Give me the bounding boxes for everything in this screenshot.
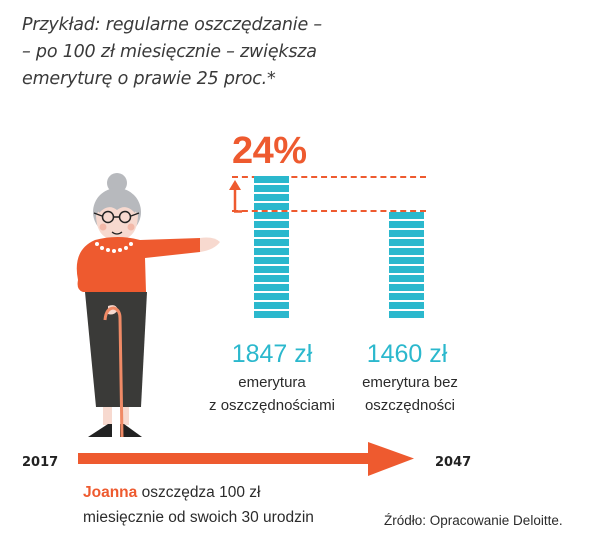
bar-label-line-1: emerytura <box>238 374 306 391</box>
bar-label-with-savings: emerytura z oszczędnościami <box>192 371 352 417</box>
bar-segment <box>254 203 289 210</box>
bar-segment <box>389 266 424 273</box>
bar-segment <box>254 284 289 291</box>
timeline-end-year: 2047 <box>435 455 472 470</box>
dashed-line-top <box>232 176 426 178</box>
bar-segment <box>254 266 289 273</box>
title-line-3: emeryturę o prawie 25 proc.* <box>22 69 276 89</box>
bar-with-savings <box>254 176 289 318</box>
bar-segment <box>254 221 289 228</box>
bar-label-without-savings: emerytura bez oszczędności <box>330 371 490 417</box>
bar-segment <box>254 275 289 282</box>
bar-segment <box>389 239 424 246</box>
bar-value-with-savings: 1847 zł <box>231 340 313 368</box>
bar-segment <box>389 230 424 237</box>
bar-segment <box>254 230 289 237</box>
bar-without-savings <box>389 212 424 318</box>
bar-segment <box>254 257 289 264</box>
bar-segment <box>389 311 424 318</box>
timeline-start-year: 2017 <box>22 455 59 470</box>
bar-segment <box>389 212 424 219</box>
source-note: Źródło: Opracowanie Deloitte. <box>384 513 563 528</box>
bar-label-line-2: oszczędności <box>364 397 456 414</box>
timeline-arrow-icon <box>78 442 414 476</box>
bar-segment <box>389 221 424 228</box>
bar-segment <box>254 212 289 219</box>
bar-segment <box>254 239 289 246</box>
bar-segment <box>389 293 424 300</box>
caption-line-1: oszczędza 100 zł <box>137 484 261 501</box>
grandma-illustration <box>76 173 220 438</box>
bar-value-without-savings: 1460 zł <box>366 340 448 368</box>
bar-segment <box>254 293 289 300</box>
timeline-caption: Joanna oszczędza 100 zł miesięcznie od s… <box>83 480 314 530</box>
bar-segment <box>389 248 424 255</box>
bar-label-line-2: z oszczędnościami <box>209 397 335 414</box>
caption-line-2: miesięcznie od swoich 30 urodzin <box>83 509 314 526</box>
bar-segment <box>254 176 289 183</box>
bar-segment <box>254 194 289 201</box>
difference-percent-label: 24% <box>232 130 307 172</box>
bar-segment <box>254 185 289 192</box>
dashed-line-bottom <box>232 210 426 212</box>
title-line-2: – po 100 zł miesięcznie – zwiększa <box>22 42 317 62</box>
chart-title: Przykład: regularne oszczędzanie – – po … <box>22 12 342 93</box>
bar-segment <box>389 302 424 309</box>
up-arrow-icon <box>229 180 242 213</box>
bar-label-line-1: emerytura bez <box>362 374 458 391</box>
bar-segment <box>389 275 424 282</box>
person-name: Joanna <box>83 484 138 501</box>
title-line-1: Przykład: regularne oszczędzanie – <box>22 15 322 35</box>
bar-segment <box>254 311 289 318</box>
bar-segment <box>389 257 424 264</box>
bar-segment <box>254 302 289 309</box>
bar-segment <box>254 248 289 255</box>
bar-segment <box>389 284 424 291</box>
